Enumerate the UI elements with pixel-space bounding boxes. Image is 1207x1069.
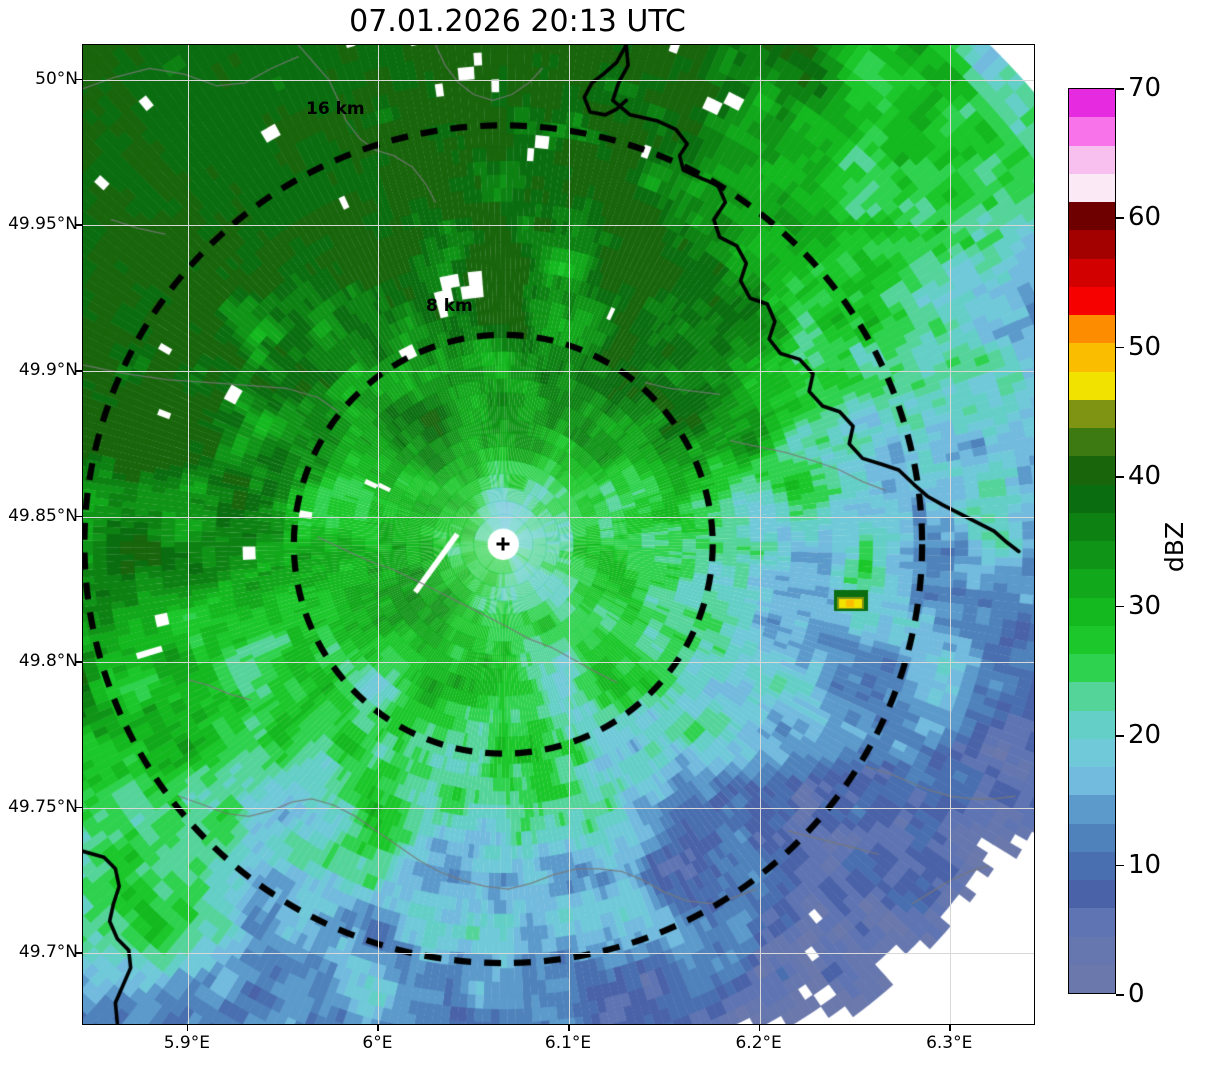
radar-site-marker — [496, 537, 510, 551]
gridline-horizontal — [83, 79, 1034, 81]
colorbar-segment — [1069, 117, 1115, 146]
colorbar-segment — [1069, 286, 1115, 315]
y-axis-tick-label: 49.85°N — [8, 505, 78, 526]
colorbar-segment — [1069, 173, 1115, 202]
gridline-vertical — [569, 45, 571, 1024]
colorbar-segment — [1069, 569, 1115, 598]
colorbar-tick-label: 0 — [1128, 979, 1145, 1009]
y-axis-tick-label: 49.75°N — [8, 796, 78, 817]
colorbar-tick-mark — [1116, 476, 1124, 478]
colorbar-tick-label: 40 — [1128, 461, 1162, 492]
y-axis-tick-label: 49.7°N — [18, 942, 78, 963]
colorbar-segment — [1069, 512, 1115, 541]
y-axis-tick-mark — [76, 952, 82, 954]
colorbar-tick-label: 20 — [1128, 720, 1162, 751]
colorbar-segment — [1069, 964, 1115, 993]
y-axis-tick-label: 49.95°N — [8, 214, 78, 235]
colorbar[interactable]: 0 10 20 30 40 50 60 70 — [1068, 73, 1161, 1009]
colorbar-segment — [1069, 230, 1115, 259]
y-axis-tick-mark — [76, 78, 82, 81]
colorbar-segment — [1069, 880, 1115, 909]
colorbar-segment — [1069, 823, 1115, 852]
x-axis-tick-label: 6.3°E — [926, 1033, 973, 1053]
gridline-vertical — [759, 45, 761, 1024]
range-ring-label: 16 km — [306, 99, 365, 119]
gridline-vertical — [378, 45, 380, 1024]
colorbar-gradient — [1068, 88, 1116, 994]
colorbar-segment — [1069, 654, 1115, 683]
colorbar-segment — [1069, 399, 1115, 428]
x-axis-tick-mark — [186, 1025, 189, 1031]
y-axis-tick-label: 50°N — [35, 68, 78, 89]
colorbar-tick-mark — [1116, 735, 1124, 737]
map-axes[interactable]: 8 km 16 km — [82, 44, 1035, 1025]
colorbar-segment — [1069, 258, 1115, 287]
colorbar-tick-mark — [1116, 605, 1124, 608]
x-axis-tick-mark — [949, 1025, 951, 1031]
colorbar-segment — [1069, 710, 1115, 739]
x-axis-tick-label: 5.9°E — [163, 1033, 210, 1053]
colorbar-tick-mark — [1116, 346, 1124, 349]
plot-clip: 8 km 16 km — [83, 45, 1034, 1024]
x-axis-tick-mark — [758, 1025, 761, 1031]
colorbar-segment — [1069, 202, 1115, 231]
colorbar-title: dBZ — [1160, 521, 1189, 573]
y-axis-tick-mark — [76, 515, 82, 518]
y-axis-tick-mark — [76, 370, 82, 372]
x-axis-tick-label: 6.1°E — [544, 1033, 592, 1053]
y-axis-tick-label: 49.8°N — [18, 651, 78, 672]
gridline-horizontal — [83, 662, 1034, 664]
y-axis-tick-mark — [76, 806, 82, 809]
gridline-horizontal — [83, 371, 1034, 373]
colorbar-tick-mark — [1116, 864, 1124, 867]
colorbar-segment — [1069, 851, 1115, 880]
colorbar-tick-label: 60 — [1128, 202, 1162, 233]
colorbar-segment — [1069, 908, 1115, 937]
y-axis-tick-mark — [76, 661, 82, 663]
colorbar-segment — [1069, 541, 1115, 570]
colorbar-tick-mark — [1116, 994, 1124, 996]
gridline-horizontal — [83, 516, 1034, 518]
colorbar-segment — [1069, 682, 1115, 711]
colorbar-segment — [1069, 456, 1115, 485]
colorbar-tick-mark — [1116, 217, 1124, 219]
gridline-vertical — [950, 45, 952, 1024]
gridline-horizontal — [83, 953, 1034, 955]
colorbar-segment — [1069, 767, 1115, 796]
colorbar-segment — [1069, 315, 1115, 344]
colorbar-segment — [1069, 428, 1115, 457]
x-axis-tick-label: 6.2°E — [735, 1033, 782, 1053]
colorbar-segment — [1069, 145, 1115, 174]
colorbar-tick-label: 30 — [1128, 590, 1162, 621]
colorbar-segment — [1069, 597, 1115, 626]
range-ring-label: 8 km — [426, 296, 473, 316]
colorbar-tick-label: 50 — [1128, 331, 1162, 362]
colorbar-segment — [1069, 625, 1115, 654]
colorbar-segment — [1069, 371, 1115, 400]
colorbar-segment — [1069, 343, 1115, 372]
gridline-horizontal — [83, 807, 1034, 809]
page-title: 07.01.2026 20:13 UTC — [349, 4, 686, 39]
colorbar-tick-mark — [1116, 88, 1124, 90]
x-axis-tick-mark — [377, 1025, 379, 1031]
gridline-horizontal — [83, 225, 1034, 227]
colorbar-tick-label: 70 — [1128, 73, 1162, 103]
y-axis-tick-mark — [76, 224, 82, 226]
colorbar-segment — [1069, 936, 1115, 965]
range-ring-layer — [83, 45, 1034, 1024]
gridline-vertical — [187, 45, 189, 1024]
x-axis-tick-mark — [568, 1025, 570, 1031]
y-axis-tick-label: 49.9°N — [18, 360, 78, 381]
colorbar-segment — [1069, 795, 1115, 824]
colorbar-tick-label: 10 — [1128, 849, 1162, 880]
colorbar-segment — [1069, 89, 1115, 118]
colorbar-segment — [1069, 738, 1115, 767]
colorbar-segment — [1069, 484, 1115, 513]
x-axis-tick-label: 6°E — [362, 1033, 393, 1053]
